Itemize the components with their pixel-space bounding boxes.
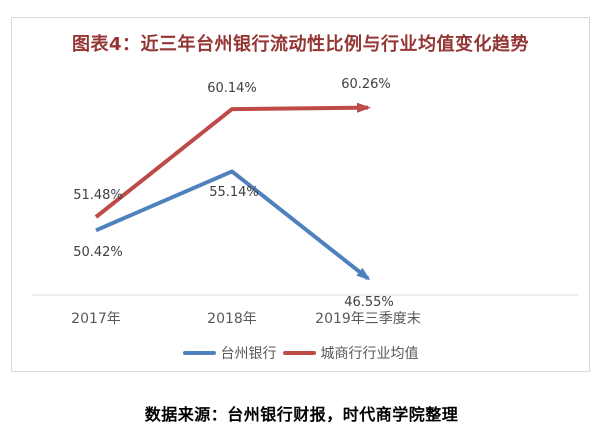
x-axis-label-2019: 2019年三季度末 xyxy=(315,311,421,327)
legend-item-industry: 城商行行业均值 xyxy=(282,343,419,363)
legend-line-swatch-blue xyxy=(182,351,216,355)
chart-title: 图表4：近三年台州银行流动性比例与行业均值变化趋势 xyxy=(71,34,530,55)
legend-label-industry: 城商行行业均值 xyxy=(320,346,419,362)
legend-line-swatch-red xyxy=(282,351,316,355)
series-line-0 xyxy=(95,169,371,281)
source-note: 数据来源：台州银行财报，时代商学院整理 xyxy=(144,405,459,424)
data-label-taizhou-2018: 55.14% xyxy=(209,185,259,200)
chart-panel: 图表4：近三年台州银行流动性比例与行业均值变化趋势 50.42% 55.14% … xyxy=(11,17,590,372)
chart-canvas xyxy=(32,102,578,296)
x-axis-label-2017: 2017年 xyxy=(71,311,121,327)
series-line-1 xyxy=(94,102,371,219)
legend-item-taizhou: 台州银行 xyxy=(182,343,277,363)
data-label-taizhou-2017: 50.42% xyxy=(73,245,123,260)
legend-label-taizhou: 台州银行 xyxy=(220,346,277,362)
chart-legend: 台州银行 城商行行业均值 xyxy=(12,343,589,363)
data-label-industry-2018: 60.14% xyxy=(207,81,257,96)
data-label-industry-2017: 51.48% xyxy=(73,188,123,203)
data-label-taizhou-2019: 46.55% xyxy=(344,295,394,310)
data-label-industry-2019: 60.26% xyxy=(341,77,391,92)
x-axis-label-2018: 2018年 xyxy=(207,311,257,327)
